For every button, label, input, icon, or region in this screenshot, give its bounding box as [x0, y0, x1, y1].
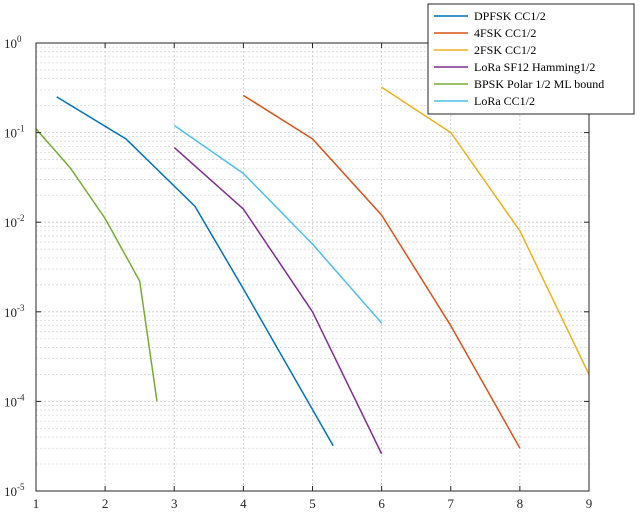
x-tick-label: 5: [309, 496, 316, 511]
series-line: [243, 94, 521, 449]
series-line: [173, 147, 383, 455]
x-axis-ticks: 1 2 3 4 5 6 7 8 9: [33, 43, 593, 511]
legend-label: BPSK Polar 1/2 ML bound: [474, 77, 604, 91]
legend-label: 2FSK CC1/2: [474, 43, 536, 57]
y-tick-label: 10-5: [4, 482, 25, 499]
x-tick-label: 7: [448, 496, 455, 511]
series-line: [56, 96, 334, 447]
y-tick-label: 10-1: [4, 124, 25, 141]
x-tick-label: 8: [517, 496, 524, 511]
series-line: [381, 86, 590, 375]
x-tick-label: 9: [586, 496, 593, 511]
y-tick-label: 10-2: [4, 213, 25, 230]
x-tick-label: 1: [33, 496, 40, 511]
y-axis-ticks: 100 10-1 10-2 10-3 10-4 10-5: [4, 34, 589, 499]
x-tick-label: 2: [102, 496, 109, 511]
legend-label: DPFSK CC1/2: [474, 9, 546, 23]
y-tick-label: 10-4: [4, 392, 25, 409]
legend: DPFSK CC1/2 4FSK CC1/2 2FSK CC1/2 LoRa SF12…: [427, 3, 635, 115]
legend-label: LoRa SF12 Hamming1/2: [474, 60, 595, 74]
x-tick-label: 6: [378, 496, 385, 511]
x-tick-label: 3: [171, 496, 178, 511]
legend-label: LoRa CC1/2: [474, 94, 535, 108]
y-tick-label: 10-3: [4, 303, 25, 320]
series-line: [35, 128, 158, 402]
series-line: [173, 124, 383, 324]
legend-label: 4FSK CC1/2: [474, 26, 536, 40]
y-tick-label: 100: [4, 34, 22, 51]
x-tick-label: 4: [240, 496, 247, 511]
legend-box: [427, 3, 635, 115]
series-lines: [35, 86, 590, 455]
